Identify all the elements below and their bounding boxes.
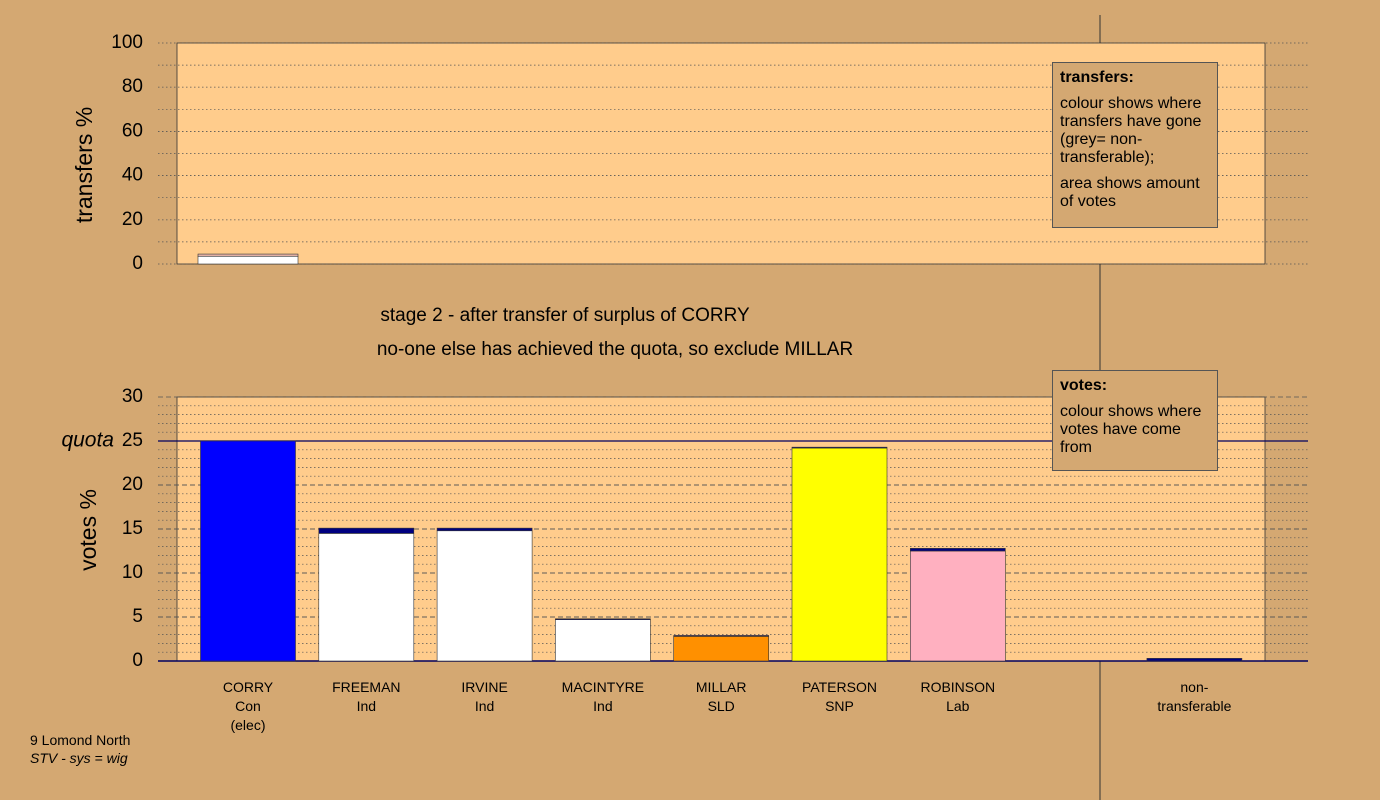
- bar-segment: [1146, 658, 1243, 662]
- legend-title: transfers:: [1060, 69, 1134, 86]
- x-tick-sublabel: Ind: [356, 698, 377, 714]
- bar-segment: [436, 530, 533, 662]
- x-tick-sublabel: Ind: [474, 698, 495, 714]
- x-tick-sublabel: SNP: [825, 698, 854, 714]
- bar-segment: [909, 550, 1006, 662]
- bar-segment: [791, 446, 888, 449]
- x-tick-label: non- transferable: [1157, 679, 1232, 714]
- x-tick-sublabel: Lab: [946, 698, 970, 714]
- y-tick-label: 60: [122, 120, 143, 141]
- bar-segment: [909, 548, 1006, 552]
- x-tick-sublabel: Ind: [593, 698, 613, 714]
- y-tick-label: 80: [122, 76, 143, 97]
- footer-system: STV - sys = wig: [30, 750, 128, 766]
- legend-text: colour shows where votes have come from: [1060, 403, 1202, 456]
- bar-segment: [673, 635, 770, 637]
- legend-text: colour shows where transfers have gone (…: [1060, 95, 1202, 166]
- x-tick-label: PATERSON: [802, 679, 877, 695]
- bar-segment: [436, 527, 533, 532]
- bar-segment: [197, 255, 299, 265]
- y-tick-label: 15: [122, 518, 143, 539]
- x-tick-label: FREEMAN: [332, 679, 401, 695]
- x-tick-label: MACINTYRE: [561, 679, 645, 695]
- footer-place: 9 Lomond North: [30, 732, 131, 748]
- bar-segment: [318, 527, 415, 534]
- bar-segment: [791, 447, 888, 662]
- x-tick-label: CORRY: [222, 679, 274, 695]
- x-tick-label: ROBINSON: [920, 679, 996, 695]
- bar-segment: [318, 533, 415, 662]
- bar-segment: [200, 440, 296, 662]
- x-tick-sublabel: Con (elec): [230, 698, 266, 733]
- x-tick-label: MILLAR: [695, 679, 747, 695]
- chart-title: stage 2 - after transfer of surplus of C…: [380, 305, 750, 326]
- quota-label: quota: [61, 429, 114, 452]
- y-axis-label: transfers %: [71, 107, 97, 223]
- x-tick-sublabel: SLD: [707, 698, 735, 714]
- y-axis-label: votes %: [75, 489, 101, 571]
- y-tick-label: 100: [111, 32, 143, 53]
- legend: votes: colour shows where votes have come…: [1052, 370, 1218, 471]
- y-tick-label: 40: [122, 165, 143, 186]
- bar-segment: [555, 618, 651, 620]
- y-tick-label: 20: [122, 474, 143, 495]
- chart-subtitle: no-one else has achieved the quota, so e…: [377, 339, 853, 360]
- y-tick-label: 20: [122, 209, 143, 230]
- legend: transfers: colour shows where transfers h…: [1052, 62, 1218, 228]
- y-tick-label: 10: [122, 562, 143, 583]
- y-tick-label: 5: [132, 606, 143, 627]
- y-tick-label: 30: [122, 386, 143, 407]
- legend-title: votes:: [1060, 377, 1108, 394]
- x-tick-label: IRVINE: [461, 679, 508, 695]
- bar-segment: [673, 636, 770, 662]
- bar-segment: [197, 253, 299, 257]
- y-tick-label: 0: [132, 253, 143, 274]
- y-tick-label: 25: [122, 430, 143, 451]
- legend-text: area shows amount of votes: [1060, 175, 1200, 210]
- y-tick-label: 0: [132, 650, 143, 671]
- bar-segment: [555, 619, 651, 662]
